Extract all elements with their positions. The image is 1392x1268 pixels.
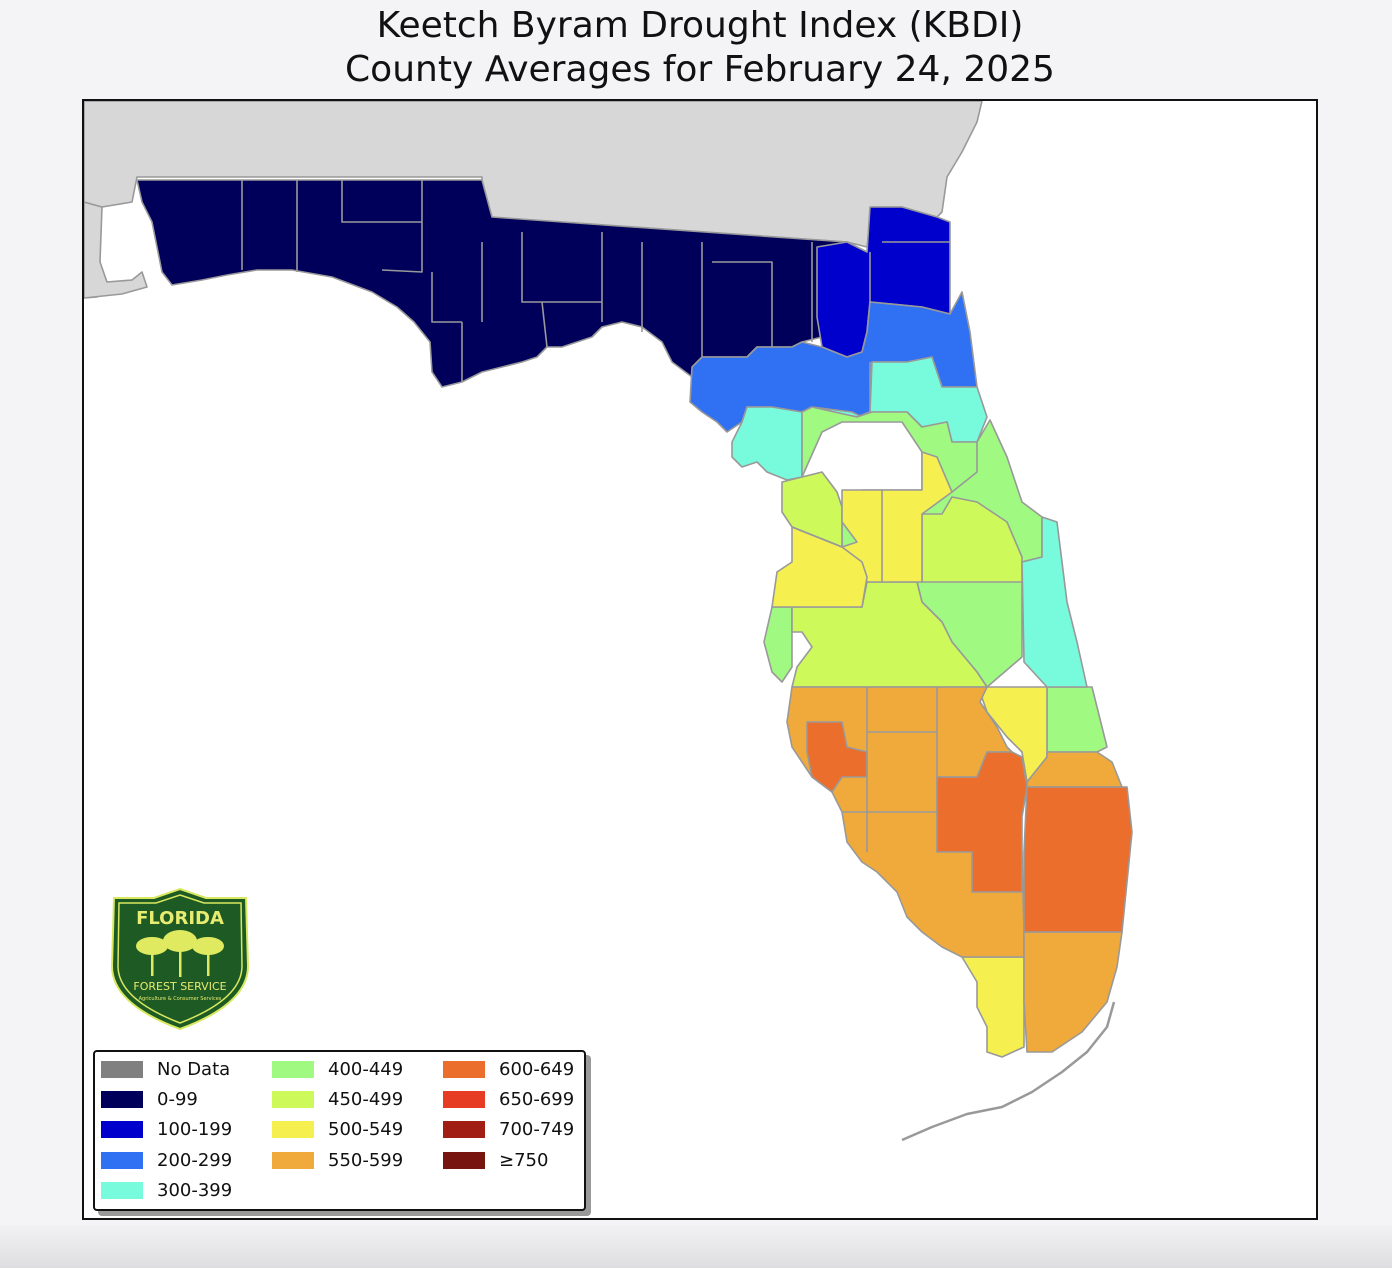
county-region-550-599-miami — [1023, 931, 1123, 1053]
legend-swatch — [443, 1120, 485, 1138]
legend-item-500-549: 500-549 — [272, 1118, 404, 1140]
legend-swatch — [443, 1090, 485, 1108]
legend-swatch — [272, 1060, 314, 1078]
florida-keys — [901, 1001, 1116, 1142]
legend-label: No Data — [157, 1058, 231, 1080]
legend-label: 700-749 — [499, 1118, 575, 1140]
county-region-450-499-b — [921, 496, 1023, 583]
county-region-600-649-glades-hendry — [936, 751, 1028, 893]
county-region-500-549 — [841, 451, 953, 583]
map-legend: No Data 0-99 100-199 200-299 300-399 400… — [93, 1050, 586, 1211]
legend-swatch — [272, 1120, 314, 1138]
legend-label: 600-649 — [499, 1058, 575, 1080]
pine-trees-icon — [136, 930, 224, 977]
legend-swatch — [101, 1060, 143, 1078]
county-region-400-449-pinellas — [763, 606, 793, 683]
legend-item-200-299: 200-299 — [101, 1149, 233, 1171]
map-frame — [82, 99, 1318, 1220]
logo-top-text: FLORIDA — [136, 908, 224, 929]
legend-label: ≥750 — [499, 1149, 549, 1171]
legend-item-750-plus: ≥750 — [443, 1149, 549, 1171]
legend-item-400-449: 400-449 — [272, 1058, 404, 1080]
legend-label: 550-599 — [328, 1149, 404, 1171]
legend-label: 400-449 — [328, 1058, 404, 1080]
legend-item-550-599: 550-599 — [272, 1149, 404, 1171]
legend-item-700-749: 700-749 — [443, 1118, 575, 1140]
legend-swatch — [101, 1090, 143, 1108]
legend-item-600-649: 600-649 — [443, 1058, 575, 1080]
page-bottom-edge — [0, 1225, 1392, 1268]
legend-label: 650-699 — [499, 1088, 575, 1110]
legend-swatch — [272, 1151, 314, 1169]
county-region-500-549-b — [771, 526, 868, 608]
legend-swatch — [443, 1060, 485, 1078]
legend-swatch — [101, 1120, 143, 1138]
map-title-line-1: Keetch Byram Drought Index (KBDI) — [376, 5, 1024, 46]
legend-item-450-499: 450-499 — [272, 1088, 404, 1110]
legend-swatch — [443, 1151, 485, 1169]
legend-label: 0-99 — [157, 1088, 198, 1110]
florida-forest-service-logo: FLORIDA FOREST SERVICE Agriculture & Con… — [110, 887, 250, 1031]
legend-item-100-199: 100-199 — [101, 1118, 233, 1140]
county-region-600-649-palmbeach-broward — [1023, 786, 1133, 933]
coast-alabama — [84, 201, 148, 299]
legend-swatch — [272, 1090, 314, 1108]
logo-sub-text: Agriculture & Consumer Services — [139, 996, 222, 1002]
county-region-300-399-east — [1021, 516, 1088, 688]
legend-label: 450-499 — [328, 1088, 404, 1110]
logo-bottom-text: FOREST SERVICE — [133, 980, 226, 993]
legend-swatch — [101, 1181, 143, 1199]
legend-item-0-99: 0-99 — [101, 1088, 198, 1110]
legend-swatch — [101, 1151, 143, 1169]
legend-label: 200-299 — [157, 1149, 233, 1171]
legend-item-no-data: No Data — [101, 1058, 231, 1080]
legend-label: 500-549 — [328, 1118, 404, 1140]
legend-label: 100-199 — [157, 1118, 233, 1140]
county-region-400-449-b — [1046, 686, 1108, 753]
map-title-line-2: County Averages for February 24, 2025 — [345, 49, 1055, 90]
county-region-500-549-monroe — [961, 956, 1025, 1058]
florida-county-map — [84, 101, 1133, 1142]
legend-item-300-399: 300-399 — [101, 1179, 233, 1201]
county-region-600-649-sarasota — [806, 721, 868, 793]
legend-label: 300-399 — [157, 1179, 233, 1201]
legend-item-650-699: 650-699 — [443, 1088, 575, 1110]
